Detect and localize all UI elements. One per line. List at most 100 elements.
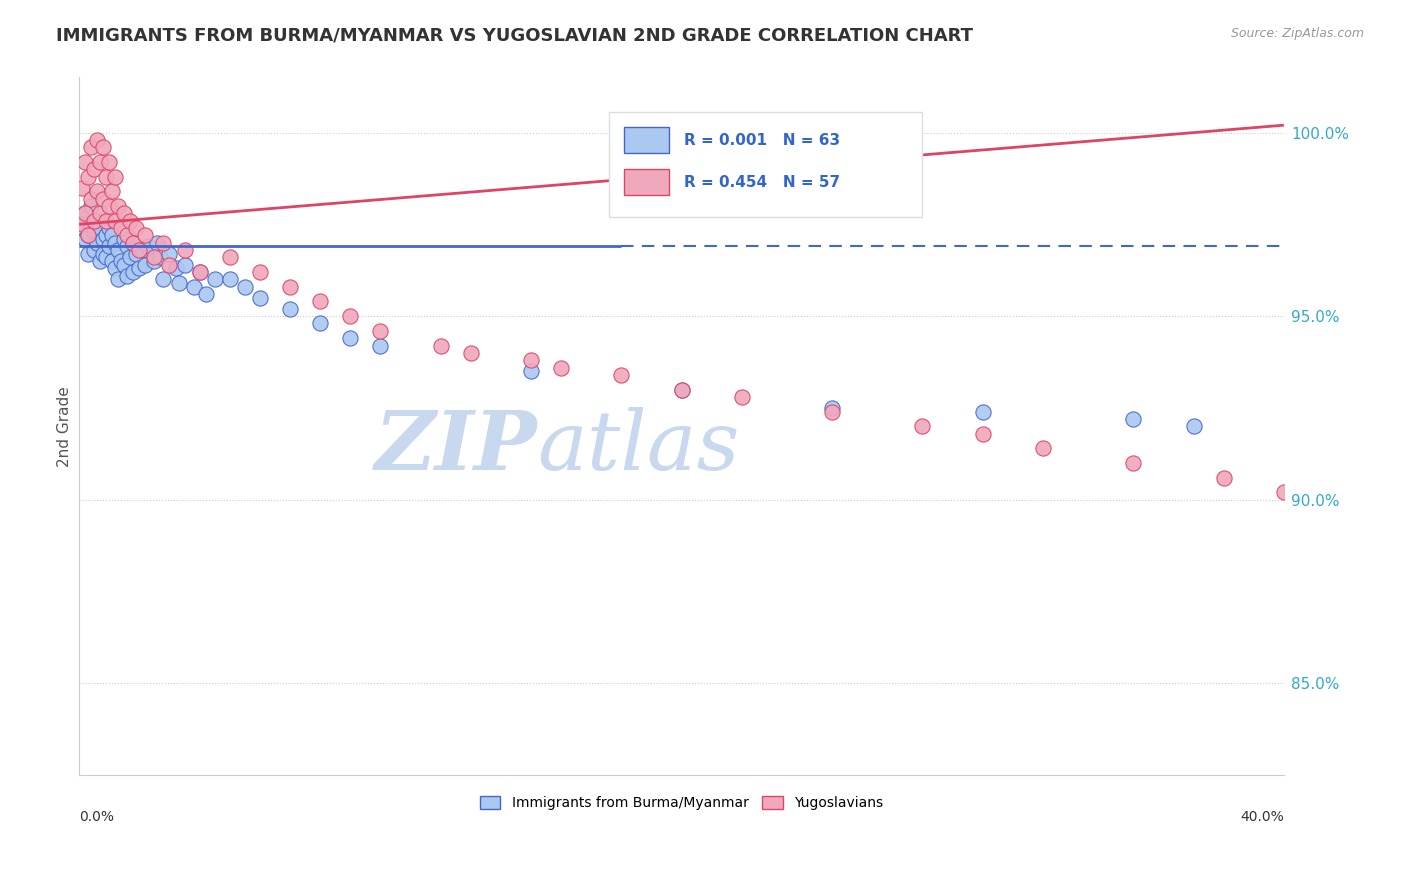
Point [128,261,150,276]
Point [278,279,301,293]
Text: 40.0%: 40.0% [1240,810,1284,824]
Point [368,324,391,338]
Point [86,133,108,147]
Point [152,272,174,286]
Point [821,401,844,415]
Point [120,251,142,265]
Point [77,228,100,243]
Point [122,265,145,279]
Point [98,239,121,253]
Point [138,239,160,253]
Point [143,251,166,265]
Point [77,228,100,243]
Point [143,254,166,268]
Point [80,217,103,231]
Point [134,258,156,272]
Point [75,155,97,169]
Point [167,276,190,290]
Point [104,261,127,276]
Point [309,294,332,309]
Point [91,140,114,154]
Point [89,221,111,235]
Point [117,239,139,253]
Point [83,243,105,257]
Point [173,258,195,272]
Point [218,272,240,286]
Point [77,246,100,260]
Point [96,251,118,265]
Point [86,184,108,198]
Point [731,390,754,404]
Legend: Immigrants from Burma/Myanmar, Yugoslavians: Immigrants from Burma/Myanmar, Yugoslavi… [472,789,890,817]
Point [429,338,451,352]
Point [112,206,135,220]
Point [131,243,153,257]
Point [98,155,121,169]
Text: 0.0%: 0.0% [79,810,114,824]
Point [149,251,172,265]
Point [173,243,195,257]
Point [972,426,994,441]
Point [104,213,127,227]
Point [671,383,693,397]
Point [204,272,226,286]
Point [339,309,361,323]
Point [520,364,543,378]
Point [671,383,693,397]
Point [233,279,256,293]
Point [1122,456,1144,470]
Point [89,254,111,268]
Point [1272,485,1295,500]
Point [194,287,217,301]
Point [77,169,100,184]
Point [112,258,135,272]
Point [101,184,124,198]
FancyBboxPatch shape [609,112,922,217]
Point [98,199,121,213]
Point [550,360,572,375]
Point [125,246,148,260]
Point [91,232,114,246]
Point [122,235,145,250]
Point [86,235,108,250]
Point [117,228,139,243]
Point [107,243,129,257]
Point [128,243,150,257]
Point [122,235,145,250]
Point [96,213,118,227]
Point [80,140,103,154]
Point [110,221,132,235]
Point [86,213,108,227]
Text: atlas: atlas [537,408,740,487]
Point [112,232,135,246]
Point [610,368,633,382]
Point [188,265,211,279]
Point [911,419,934,434]
Point [125,221,148,235]
Point [159,246,181,260]
Point [249,291,271,305]
Point [83,225,105,239]
Point [183,279,205,293]
Point [98,221,121,235]
Point [107,272,129,286]
Y-axis label: 2nd Grade: 2nd Grade [58,386,72,467]
Bar [624,127,669,153]
Point [75,206,97,220]
Point [89,155,111,169]
Point [134,228,156,243]
Point [91,246,114,260]
Point [91,192,114,206]
Point [309,317,332,331]
Point [83,213,105,227]
Point [104,235,127,250]
Text: R = 0.454   N = 57: R = 0.454 N = 57 [683,175,839,190]
Text: R = 0.001   N = 63: R = 0.001 N = 63 [683,133,839,148]
Point [117,268,139,283]
Point [152,235,174,250]
Point [1182,419,1205,434]
Point [80,192,103,206]
Point [101,228,124,243]
Point [188,265,211,279]
Point [278,301,301,316]
